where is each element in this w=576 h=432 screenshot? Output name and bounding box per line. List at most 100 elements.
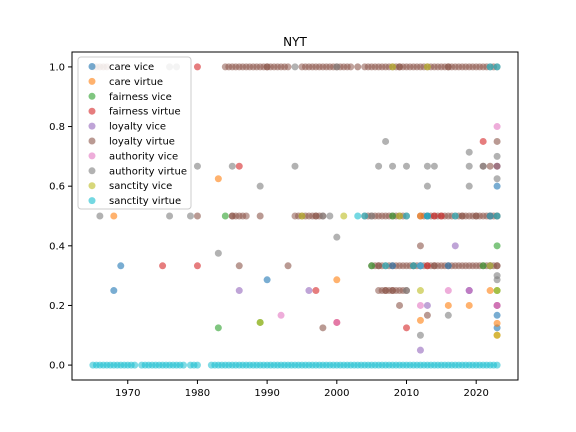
legend-item: fairness vice bbox=[88, 92, 172, 103]
data-point bbox=[444, 287, 452, 295]
data-point bbox=[389, 287, 397, 295]
legend: care vice care virtue fairness vice fairnes… bbox=[77, 56, 192, 210]
data-point bbox=[186, 212, 194, 220]
data-point bbox=[375, 262, 383, 270]
data-point bbox=[368, 212, 376, 220]
data-point bbox=[221, 212, 229, 220]
data-point bbox=[389, 63, 397, 71]
data-point bbox=[465, 287, 473, 295]
legend-label: sanctity vice bbox=[109, 181, 172, 192]
data-point bbox=[465, 301, 473, 309]
data-point bbox=[493, 242, 501, 250]
data-point bbox=[193, 162, 201, 170]
y-tick-label: 0.4 bbox=[49, 241, 65, 252]
data-point bbox=[228, 212, 236, 220]
data-point bbox=[263, 276, 271, 284]
data-point bbox=[193, 361, 201, 369]
data-point bbox=[375, 162, 383, 170]
data-point bbox=[256, 182, 264, 190]
series-9 bbox=[354, 63, 501, 270]
legend-label: authority virtue bbox=[109, 166, 187, 177]
data-point bbox=[96, 212, 104, 220]
data-point bbox=[159, 262, 167, 270]
data-point bbox=[493, 361, 501, 369]
data-point bbox=[479, 162, 487, 170]
dense-row-0-2 bbox=[186, 361, 201, 369]
data-point bbox=[333, 318, 341, 326]
data-point bbox=[451, 212, 459, 220]
y-tick-label: 0.0 bbox=[49, 361, 65, 372]
data-point bbox=[326, 212, 334, 220]
data-point bbox=[486, 162, 494, 170]
legend-marker bbox=[88, 167, 96, 175]
data-point bbox=[486, 262, 494, 270]
legend-label: fairness vice bbox=[109, 92, 172, 103]
data-point bbox=[493, 182, 501, 190]
data-point bbox=[493, 137, 501, 145]
data-point bbox=[416, 242, 424, 250]
data-point bbox=[340, 212, 348, 220]
dense-row-0-0 bbox=[89, 361, 139, 369]
data-point bbox=[284, 63, 292, 71]
data-point bbox=[263, 63, 271, 71]
data-point bbox=[256, 318, 264, 326]
data-point bbox=[486, 212, 494, 220]
data-point bbox=[214, 324, 222, 332]
legend-item: loyalty vice bbox=[88, 122, 166, 133]
data-point bbox=[382, 287, 390, 295]
data-point bbox=[284, 262, 292, 270]
data-point bbox=[493, 123, 501, 131]
x-tick-label: 2020 bbox=[463, 388, 488, 399]
legend-marker bbox=[88, 122, 96, 130]
legend-marker bbox=[88, 92, 96, 100]
legend-item: care vice bbox=[88, 62, 154, 73]
plot-frame bbox=[71, 51, 519, 381]
ticks-layer: 1970 1980 1990 2000 2010 2020 0.0 0.2 0.4 0.6 0.8 1… bbox=[49, 62, 489, 399]
legend-item: sanctity virtue bbox=[88, 196, 181, 207]
legend-marker bbox=[88, 77, 96, 85]
data-point bbox=[416, 346, 424, 354]
data-point bbox=[444, 301, 452, 309]
data-point bbox=[382, 137, 390, 145]
data-point bbox=[193, 262, 201, 270]
series-8 bbox=[256, 63, 501, 339]
data-point bbox=[389, 212, 397, 220]
x-tick-label: 2000 bbox=[324, 388, 349, 399]
data-point bbox=[193, 212, 201, 220]
legend-label: authority vice bbox=[109, 151, 178, 162]
legend-label: loyalty virtue bbox=[109, 137, 175, 148]
data-point bbox=[486, 63, 494, 71]
data-point bbox=[214, 175, 222, 183]
data-point bbox=[493, 262, 501, 270]
data-point bbox=[235, 262, 243, 270]
legend-label: sanctity virtue bbox=[109, 196, 181, 207]
data-point bbox=[396, 63, 404, 71]
y-tick-label: 0.8 bbox=[49, 122, 65, 133]
legend-item: care virtue bbox=[88, 77, 163, 88]
legend-item: loyalty virtue bbox=[88, 137, 175, 148]
data-point bbox=[333, 63, 341, 71]
data-point bbox=[465, 148, 473, 156]
legend-marker bbox=[88, 63, 96, 70]
data-point bbox=[423, 311, 431, 319]
data-point bbox=[277, 311, 285, 319]
data-point bbox=[479, 262, 487, 270]
data-point bbox=[486, 287, 494, 295]
data-point bbox=[382, 262, 390, 270]
data-point bbox=[416, 212, 424, 220]
data-point bbox=[479, 137, 487, 145]
x-tick-label: 1990 bbox=[254, 388, 279, 399]
y-tick-label: 1.0 bbox=[49, 62, 65, 73]
data-point bbox=[214, 249, 222, 257]
data-point bbox=[403, 212, 410, 220]
data-point bbox=[347, 63, 355, 71]
legend-item: authority virtue bbox=[88, 166, 187, 177]
data-point bbox=[430, 262, 438, 270]
data-point bbox=[493, 331, 501, 339]
data-point bbox=[472, 212, 480, 220]
legend-box bbox=[77, 56, 192, 210]
data-point bbox=[416, 287, 424, 295]
data-point bbox=[305, 287, 313, 295]
data-point bbox=[319, 212, 327, 220]
data-point bbox=[389, 262, 397, 270]
